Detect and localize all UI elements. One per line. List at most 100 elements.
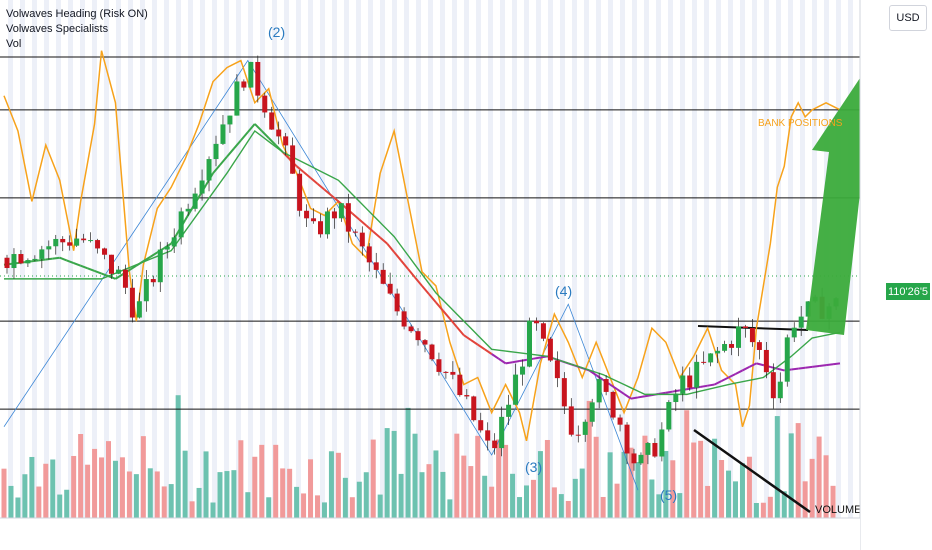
candle bbox=[150, 279, 156, 283]
volume-bar bbox=[64, 489, 70, 518]
volume-bar bbox=[78, 434, 84, 518]
ma-fast-segment bbox=[512, 360, 520, 364]
ma-fast-segment bbox=[66, 259, 75, 264]
candle bbox=[631, 453, 637, 464]
volume-bar bbox=[649, 479, 655, 518]
bg-band bbox=[128, 0, 133, 518]
ma-fast-segment bbox=[52, 256, 60, 260]
ma-fast-segment bbox=[421, 285, 430, 295]
volume-bar bbox=[321, 502, 327, 518]
volume-bar bbox=[15, 497, 21, 518]
volume-bar bbox=[496, 439, 502, 518]
ma-fast-segment bbox=[59, 256, 68, 262]
legend-heading[interactable]: Volwaves Heading (Risk ON) bbox=[6, 8, 148, 20]
ma-fast-segment bbox=[812, 365, 820, 368]
bg-band bbox=[260, 0, 265, 518]
ma-fast-segment bbox=[463, 334, 472, 341]
volume-bar bbox=[733, 481, 738, 518]
candle bbox=[777, 381, 783, 399]
volume-bar bbox=[161, 486, 167, 518]
candle bbox=[401, 311, 407, 327]
bg-band bbox=[332, 0, 337, 518]
ma-fast-segment bbox=[379, 236, 388, 245]
volume-bar bbox=[315, 495, 320, 518]
volume-bar bbox=[294, 486, 300, 518]
candle bbox=[324, 211, 330, 235]
candle bbox=[129, 287, 135, 318]
volume-bar bbox=[607, 452, 613, 518]
volume-bar bbox=[781, 491, 787, 518]
ma-fast-segment bbox=[735, 369, 743, 375]
ma-fast-segment bbox=[184, 207, 193, 221]
ma-fast-segment bbox=[149, 251, 158, 258]
ma-fast-segment bbox=[442, 309, 451, 320]
volume-bar bbox=[426, 464, 432, 518]
candle bbox=[624, 424, 630, 454]
currency-button[interactable]: USD bbox=[889, 5, 927, 31]
volume-trendline bbox=[693, 428, 811, 514]
candle bbox=[520, 366, 526, 375]
candle bbox=[422, 340, 428, 345]
volume-bar bbox=[677, 493, 683, 518]
candle bbox=[533, 320, 539, 324]
volume-bar bbox=[719, 460, 725, 518]
bg-band bbox=[788, 0, 793, 518]
candle bbox=[171, 237, 177, 247]
ma-fast-segment bbox=[756, 362, 764, 367]
bg-band bbox=[284, 0, 289, 518]
bg-band bbox=[812, 0, 817, 518]
ma-fast-segment bbox=[261, 130, 270, 139]
bg-band bbox=[440, 0, 445, 518]
volume-bar bbox=[182, 450, 188, 518]
volume-bar bbox=[245, 492, 251, 518]
candle bbox=[645, 442, 651, 455]
bg-band bbox=[272, 0, 277, 518]
candle bbox=[464, 395, 470, 397]
ma-fast-segment bbox=[665, 390, 673, 394]
volume-bar bbox=[593, 436, 599, 518]
ma-fast-segment bbox=[316, 183, 326, 191]
legend-vol[interactable]: Vol bbox=[6, 38, 22, 50]
bg-band bbox=[296, 0, 301, 518]
volume-bar bbox=[440, 471, 446, 518]
indicator-legend: Volwaves Heading (Risk ON) Volwaves Spec… bbox=[6, 7, 148, 52]
volume-bar bbox=[405, 407, 411, 518]
ma-fast-segment bbox=[686, 387, 694, 391]
volume-bar bbox=[308, 459, 314, 518]
candle bbox=[499, 416, 505, 449]
candle bbox=[770, 372, 776, 399]
candle bbox=[589, 402, 595, 422]
candle bbox=[547, 338, 553, 361]
ma-fast-segment bbox=[700, 384, 708, 388]
ma-fast-segment bbox=[309, 177, 319, 185]
volume-bar bbox=[698, 440, 704, 518]
elliott-wave-path bbox=[3, 59, 639, 491]
legend-specialists[interactable]: Volwaves Specialists bbox=[6, 23, 109, 35]
candle bbox=[359, 232, 365, 247]
volume-bar bbox=[8, 485, 14, 518]
bg-band bbox=[704, 0, 709, 518]
volume-bar bbox=[391, 430, 397, 518]
volume-bar bbox=[175, 395, 181, 518]
bg-band bbox=[464, 0, 469, 518]
volume-bar bbox=[670, 460, 676, 518]
bg-band bbox=[140, 0, 145, 518]
candle bbox=[67, 242, 73, 246]
candle bbox=[603, 379, 609, 392]
volume-bar bbox=[475, 435, 481, 518]
ma-fast-segment bbox=[128, 264, 137, 271]
bg-band bbox=[92, 0, 97, 518]
candle bbox=[136, 301, 142, 318]
candle bbox=[450, 371, 456, 375]
ma-fast-segment bbox=[449, 318, 458, 328]
bg-band bbox=[764, 0, 769, 518]
volume-bar bbox=[92, 448, 98, 518]
volume-bar bbox=[126, 471, 132, 518]
candle bbox=[478, 420, 484, 431]
bg-band bbox=[500, 0, 505, 518]
bg-band bbox=[68, 0, 73, 518]
bg-band bbox=[164, 0, 169, 518]
